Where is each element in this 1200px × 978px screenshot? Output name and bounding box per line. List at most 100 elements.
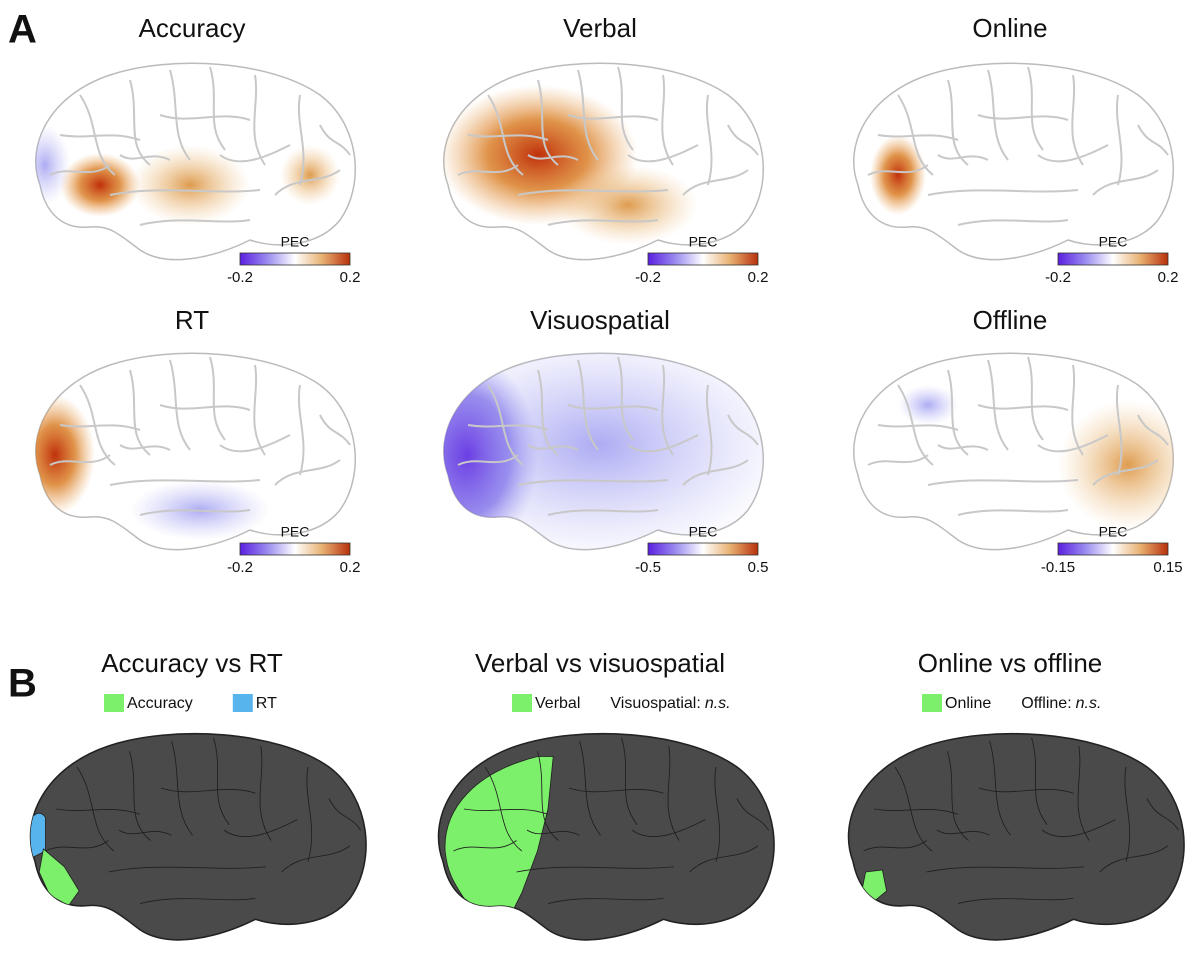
sulcus	[259, 745, 272, 841]
map-title: Accuracy	[139, 13, 246, 43]
colorbar-min: -0.2	[227, 269, 253, 286]
sulcus	[527, 444, 579, 451]
sulcus	[1099, 845, 1169, 873]
sulcus	[978, 787, 1074, 794]
sulcus	[579, 740, 601, 836]
sulcus	[867, 164, 929, 176]
brain-surface	[437, 732, 775, 941]
sulcus	[453, 840, 517, 852]
note-italic: n.s.	[705, 695, 731, 712]
colorbar-label: PEC	[689, 524, 718, 540]
sulcus	[714, 766, 721, 862]
colorbar-label: PEC	[1099, 524, 1128, 540]
map-title: Verbal	[563, 13, 637, 43]
activation	[130, 145, 250, 225]
map-title: Offline	[973, 305, 1048, 335]
sulcus	[139, 509, 251, 516]
sulcus	[1037, 144, 1109, 163]
comparison-title: Verbal vs visuospatial	[475, 648, 725, 678]
brain-outline	[853, 62, 1174, 261]
sulcus	[487, 384, 524, 466]
sulcus	[467, 134, 549, 141]
sulcus	[328, 798, 361, 831]
colorbar	[647, 542, 759, 556]
legend-swatch	[922, 694, 942, 712]
sulcus	[223, 819, 298, 838]
activation	[35, 125, 70, 205]
sulcus	[682, 459, 749, 486]
note-label: Visuospatial:	[610, 695, 700, 712]
sulcus	[159, 114, 251, 121]
brain-surface	[847, 732, 1185, 941]
sulcus	[55, 808, 141, 815]
sulcus	[484, 766, 523, 852]
sulcus	[1071, 74, 1084, 166]
sulcus	[877, 134, 959, 141]
legend-swatch	[104, 694, 124, 712]
comparison-title: Online vs offline	[918, 648, 1103, 678]
brain-outline	[35, 352, 356, 551]
colorbar	[1057, 542, 1169, 556]
panel-label: B	[8, 662, 37, 706]
colorbar	[239, 252, 351, 266]
brain-surface	[29, 732, 367, 941]
sulcus	[526, 829, 580, 836]
sulcus	[467, 424, 549, 431]
colorbar-max: 0.2	[748, 269, 769, 286]
sulcus	[897, 94, 934, 176]
sulcus	[59, 424, 141, 431]
sulcus	[926, 866, 1085, 873]
brain-surface	[443, 352, 764, 551]
sulcus	[253, 74, 266, 166]
sulcus	[863, 840, 927, 852]
sulcus	[213, 737, 230, 826]
sulcus	[957, 509, 1069, 516]
sulcus	[877, 424, 959, 431]
sulcus	[108, 866, 267, 873]
map-title: Visuospatial	[530, 305, 670, 335]
sulcus	[706, 94, 713, 186]
brain-overlay	[444, 737, 769, 926]
sulcus	[281, 845, 351, 873]
brain-overlay	[35, 356, 351, 540]
sulcus	[897, 384, 934, 466]
sulcus	[79, 384, 116, 466]
sulcus	[319, 414, 351, 446]
activation	[1058, 400, 1174, 530]
legend-swatch	[512, 694, 532, 712]
sulcus	[516, 866, 675, 873]
brain-overlay	[30, 737, 361, 907]
colorbar-label: PEC	[689, 234, 718, 250]
brain-overlay	[443, 66, 759, 245]
activation	[898, 385, 958, 425]
sulcus	[76, 766, 115, 852]
sulcus	[119, 154, 171, 161]
sulcus	[319, 124, 351, 156]
activation	[280, 145, 340, 205]
sulcus	[627, 434, 699, 453]
legend-label: Verbal	[535, 695, 580, 712]
sulcus	[937, 444, 989, 451]
sulcus	[977, 114, 1069, 121]
activation	[443, 353, 764, 550]
sulcus	[947, 751, 969, 841]
colorbar-max: 0.5	[748, 559, 769, 576]
sulcus	[989, 740, 1011, 836]
sulcus	[1146, 798, 1179, 831]
sulcus	[45, 840, 109, 852]
sulcus	[977, 404, 1069, 411]
sulcus	[118, 829, 172, 836]
sulcus	[537, 751, 559, 841]
comparison-title: Accuracy vs RT	[101, 648, 283, 678]
note-italic: n.s.	[1076, 695, 1102, 712]
sulcus	[298, 384, 305, 476]
sulcus	[274, 169, 341, 196]
brain-outline	[847, 732, 1185, 941]
note-label: Offline:	[1021, 695, 1071, 712]
sulcus	[253, 364, 266, 456]
colorbar	[1057, 252, 1169, 266]
sulcus	[667, 745, 680, 841]
colorbar-min: -0.2	[1045, 269, 1071, 286]
region-patch	[444, 756, 554, 926]
